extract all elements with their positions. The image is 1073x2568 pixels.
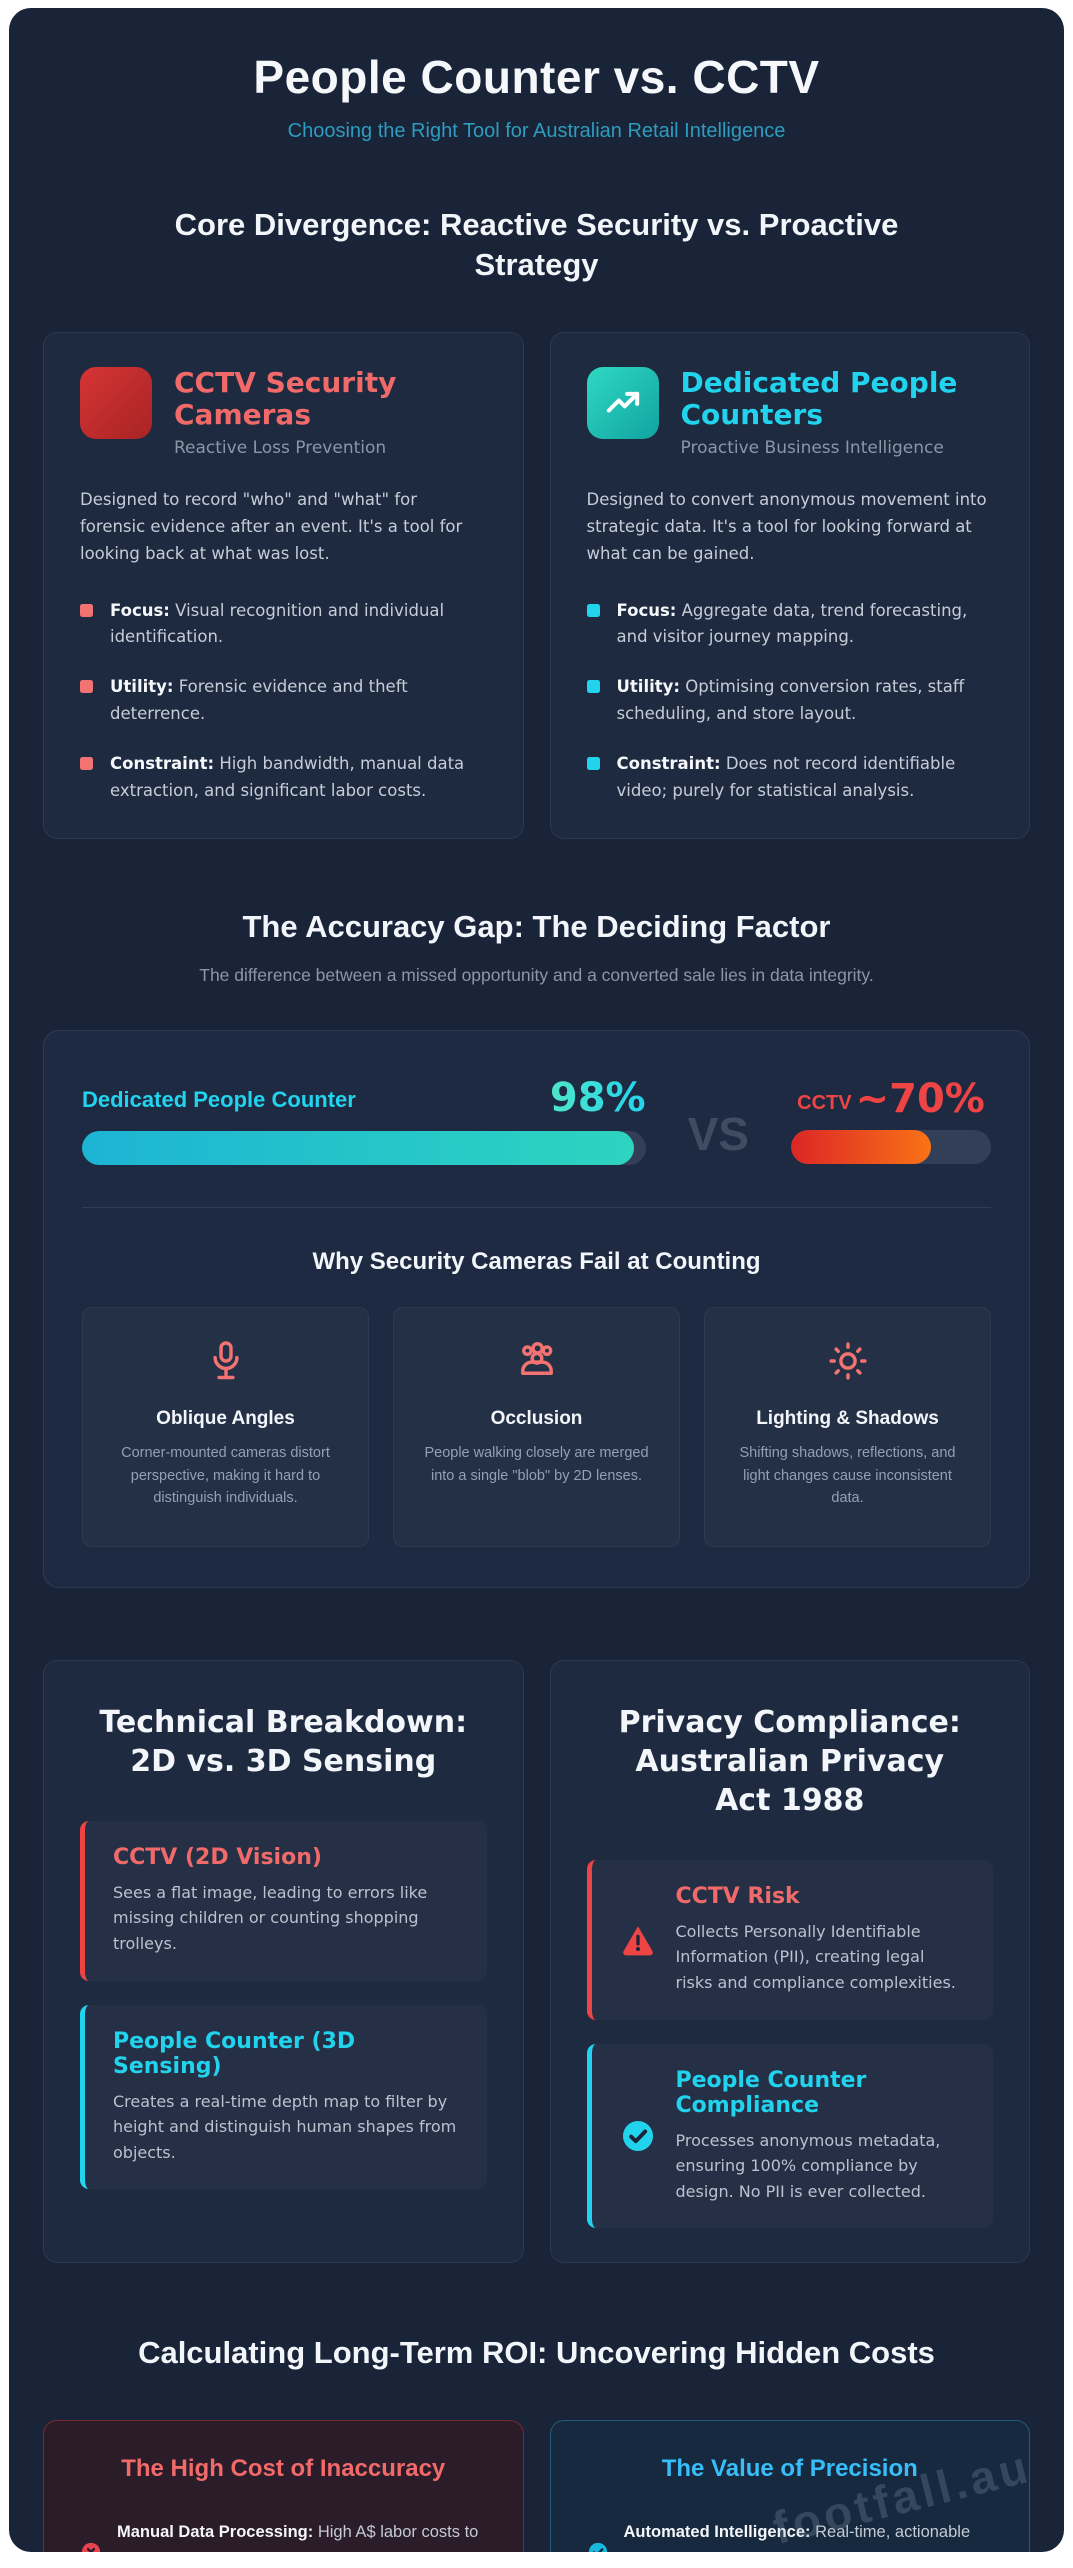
panel-text: Creates a real-time depth map to filter …	[113, 2091, 457, 2162]
fail-card-oblique-angles: Oblique Angles Corner-mounted cameras di…	[82, 1307, 369, 1547]
sun-icon	[828, 1342, 867, 1381]
value-item-automated-intelligence: Automated Intelligence: Real-time, actio…	[587, 2519, 994, 2552]
panel-title: CCTV (2D Vision)	[113, 1844, 322, 1870]
tech-privacy-row: Technical Breakdown: 2D vs. 3D Sensing C…	[43, 1659, 1030, 2264]
microphone-icon	[212, 1341, 239, 1380]
page-title: People Counter vs. CCTV	[253, 51, 820, 103]
cctv-camera-icon	[80, 366, 152, 439]
counter-bullet-focus: Focus: Aggregate data, trend forecasting…	[586, 598, 994, 651]
high-cost-card: The High Cost of Inaccuracy Manual Data …	[43, 2419, 524, 2552]
counter-bullet-constraint: Constraint: Does not record identifiable…	[586, 751, 994, 804]
panel-title: People Counter Compliance	[675, 2067, 867, 2118]
cctv-card-subtitle: Reactive Loss Prevention	[174, 437, 387, 458]
cctv-bullet-focus: Focus: Visual recognition and individual…	[80, 598, 487, 651]
warning-triangle-icon	[620, 1922, 656, 1958]
core-divergence-heading: Core Divergence: Reactive Security vs. P…	[174, 207, 899, 283]
people-counter-card-description: Designed to convert anonymous movement i…	[586, 489, 987, 564]
roi-cards-row: The High Cost of Inaccuracy Manual Data …	[43, 2419, 1030, 2552]
panel-text: Sees a flat image, leading to errors lik…	[113, 1882, 428, 1954]
privacy-compliance-card: Privacy Compliance: Australian Privacy A…	[549, 1659, 1030, 2264]
cyan-square-bullet-icon	[586, 603, 600, 617]
fail-card-lighting: Lighting & Shadows Shifting shadows, ref…	[704, 1307, 991, 1547]
counter-bar-label: Dedicated People Counter	[82, 1087, 356, 1113]
fail-card-occlusion: Occlusion People walking closely are mer…	[393, 1307, 680, 1547]
fail-card-title: Lighting & Shadows	[756, 1408, 939, 1430]
fail-card-text: Corner-mounted cameras distort perspecti…	[121, 1445, 330, 1507]
cctv-bullet-utility: Utility: Forensic evidence and theft det…	[80, 674, 487, 727]
cctv-card: CCTV Security Cameras Reactive Loss Prev…	[43, 331, 524, 839]
infographic-page: People Counter vs. CCTV Choosing the Rig…	[9, 8, 1064, 2552]
high-cost-title: The High Cost of Inaccuracy	[121, 2454, 446, 2482]
red-square-bullet-icon	[80, 603, 93, 617]
cctv-2d-panel: CCTV (2D Vision) Sees a flat image, lead…	[80, 1820, 487, 1981]
counter-compliance-panel: People Counter Compliance Processes anon…	[586, 2043, 994, 2229]
counter-accuracy-bar-fill	[82, 1131, 635, 1166]
panel-text: Collects Personally Identifiable Informa…	[675, 1921, 956, 1993]
panel-title: CCTV Risk	[675, 1883, 800, 1909]
fail-card-title: Oblique Angles	[156, 1408, 295, 1430]
trending-up-icon	[586, 366, 659, 439]
check-circle-icon	[587, 2541, 609, 2552]
cyan-square-bullet-icon	[586, 680, 600, 694]
cctv-accuracy-bar	[791, 1130, 991, 1165]
header: People Counter vs. CCTV Choosing the Rig…	[43, 8, 1030, 143]
divider	[82, 1207, 991, 1209]
red-square-bullet-icon	[80, 680, 93, 694]
value-precision-card: The Value of Precision Automated Intelli…	[549, 2419, 1030, 2552]
fail-card-text: People walking closely are merged into a…	[424, 1445, 649, 1484]
people-counter-card: Dedicated People Counters Proactive Busi…	[549, 331, 1030, 839]
people-counter-card-subtitle: Proactive Business Intelligence	[680, 437, 944, 458]
red-square-bullet-icon	[80, 757, 93, 771]
cost-item-manual-processing: Manual Data Processing: High A$ labor co…	[80, 2519, 487, 2552]
check-circle-icon	[620, 2118, 656, 2154]
cctv-card-description: Designed to record "who" and "what" for …	[80, 489, 463, 564]
technical-breakdown-card: Technical Breakdown: 2D vs. 3D Sensing C…	[43, 1659, 524, 2264]
fail-card-title: Occlusion	[490, 1408, 583, 1430]
cctv-bullet-constraint: Constraint: High bandwidth, manual data …	[80, 751, 487, 804]
page-subtitle: Choosing the Right Tool for Australian R…	[287, 120, 786, 142]
accuracy-heading: The Accuracy Gap: The Deciding Factor	[242, 908, 831, 944]
people-counter-card-title: Dedicated People Counters	[680, 365, 958, 431]
fail-heading: Why Security Cameras Fail at Counting	[312, 1248, 761, 1276]
counter-accuracy-group: Dedicated People Counter 98%	[82, 1075, 646, 1166]
cctv-accuracy-bar-fill	[791, 1130, 931, 1165]
people-group-icon	[520, 1342, 553, 1376]
panel-text: Processes anonymous metadata, ensuring 1…	[675, 2130, 941, 2201]
technical-heading: Technical Breakdown: 2D vs. 3D Sensing	[99, 1704, 468, 1779]
vs-label: VS	[687, 1108, 749, 1161]
panel-title: People Counter (3D Sensing)	[113, 2028, 356, 2079]
roi-heading: Calculating Long-Term ROI: Uncovering Hi…	[138, 2335, 935, 2371]
counter-bullet-utility: Utility: Optimising conversion rates, st…	[586, 674, 994, 727]
cctv-card-title: CCTV Security Cameras	[174, 365, 397, 431]
fail-grid: Oblique Angles Corner-mounted cameras di…	[82, 1307, 991, 1547]
cctv-risk-panel: CCTV Risk Collects Personally Identifiab…	[586, 1859, 994, 2020]
cctv-accuracy-group: CCTV ~70%	[791, 1076, 991, 1165]
fail-card-text: Shifting shadows, reflections, and light…	[739, 1445, 956, 1507]
value-precision-title: The Value of Precision	[661, 2454, 918, 2482]
counter-bar-value: 98%	[549, 1075, 646, 1122]
counter-3d-panel: People Counter (3D Sensing) Creates a re…	[80, 2004, 487, 2190]
accuracy-card: Dedicated People Counter 98% VS CCTV ~70…	[43, 1030, 1030, 1588]
privacy-heading: Privacy Compliance: Australian Privacy A…	[618, 1704, 961, 1818]
core-divergence-cards: CCTV Security Cameras Reactive Loss Prev…	[43, 331, 1030, 839]
counter-accuracy-bar	[82, 1131, 646, 1166]
cyan-square-bullet-icon	[586, 757, 600, 771]
cctv-bar-value: ~70%	[855, 1076, 985, 1123]
cctv-bar-label: CCTV	[797, 1092, 852, 1115]
x-circle-icon	[80, 2541, 102, 2552]
accuracy-subheading: The difference between a missed opportun…	[199, 965, 874, 986]
